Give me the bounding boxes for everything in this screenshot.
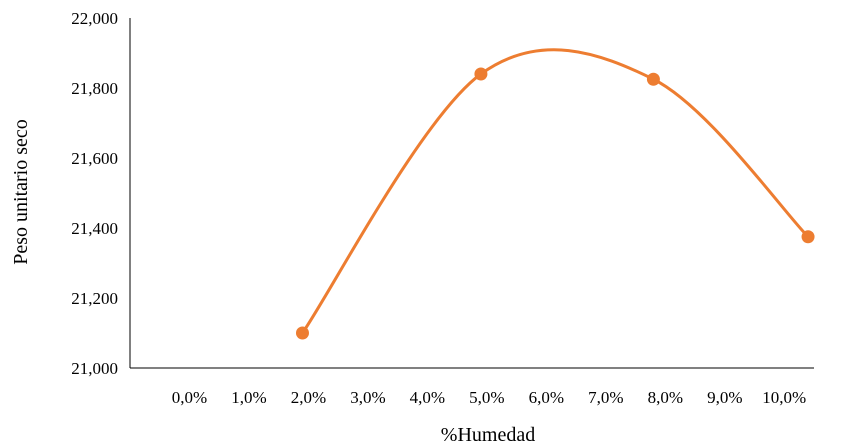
y-tick-label: 21,800 [71,79,118,98]
y-tick-label: 22,000 [71,9,118,28]
data-point [801,230,815,244]
y-axis-title: Peso unitario seco [10,119,32,265]
x-tick-label: 7,0% [588,388,623,407]
y-axis-ticks: 21,000 21,200 21,400 21,600 21,800 22,000 [71,9,118,378]
series-layer [295,48,815,340]
data-point [646,72,660,86]
x-tick-label: 4,0% [410,388,445,407]
y-tick-label: 21,000 [71,359,118,378]
x-tick-label: 6,0% [529,388,564,407]
data-point [474,67,488,81]
x-tick-label: 0,0% [172,388,207,407]
x-tick-label: 8,0% [648,388,683,407]
y-tick-label: 21,400 [71,219,118,238]
series-line [301,48,810,334]
x-tick-label: 9,0% [707,388,742,407]
x-axis-ticks: 0,0% 1,0% 2,0% 3,0% 4,0% 5,0% 6,0% 7,0% 8,0% 9,0%… [172,388,806,407]
x-tick-label: 1,0% [231,388,266,407]
data-point [295,326,309,340]
x-axis-title: %Humedad [441,424,535,446]
x-tick-label: 3,0% [350,388,385,407]
x-tick-label: 2,0% [291,388,326,407]
x-tick-label: 5,0% [469,388,504,407]
y-tick-label: 21,200 [71,289,118,308]
x-tick-label: 10,0% [762,388,806,407]
y-tick-label: 21,600 [71,149,118,168]
